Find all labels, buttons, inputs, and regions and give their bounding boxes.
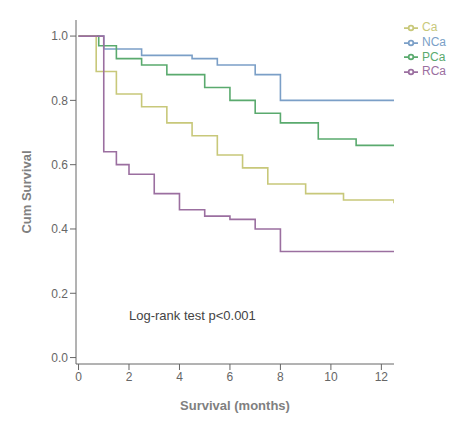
- html-text:NCa: NCa: [422, 34, 446, 49]
- html-text:PCa: PCa: [422, 49, 446, 64]
- svg-text:1.0: 1.0: [51, 29, 68, 43]
- svg-text:Survival (months): Survival (months): [180, 398, 290, 413]
- svg-text:Cum Survival: Cum Survival: [19, 150, 34, 233]
- svg-text:Log-rank test p<0.001: Log-rank test p<0.001: [129, 308, 256, 323]
- svg-text:0.6: 0.6: [51, 158, 68, 172]
- svg-text:2: 2: [126, 370, 133, 384]
- svg-text:0.4: 0.4: [51, 222, 68, 236]
- svg-text:0.2: 0.2: [51, 287, 68, 301]
- svg-text:6: 6: [227, 370, 234, 384]
- html-text:RCa: RCa: [422, 64, 446, 79]
- html-text:Ca: Ca: [422, 20, 438, 34]
- svg-text:0.0: 0.0: [51, 351, 68, 365]
- svg-text:4: 4: [176, 370, 183, 384]
- svg-text:10: 10: [324, 370, 338, 384]
- svg-text:0: 0: [75, 370, 82, 384]
- svg-text:8: 8: [277, 370, 284, 384]
- svg-text:12: 12: [375, 370, 389, 384]
- svg-text:0.8: 0.8: [51, 94, 68, 108]
